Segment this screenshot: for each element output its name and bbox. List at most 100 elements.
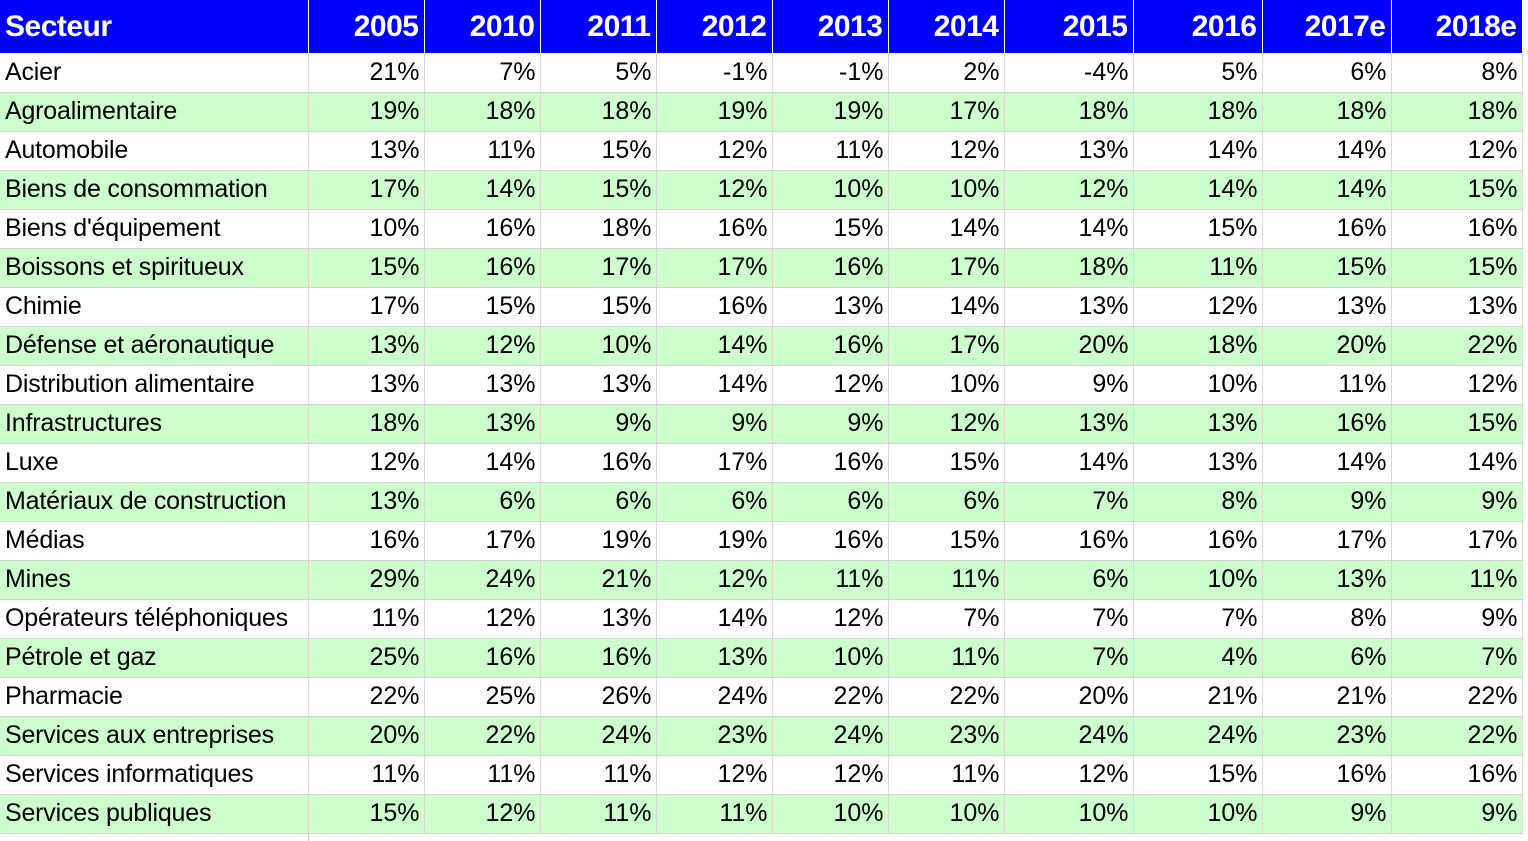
value-cell: 9% xyxy=(1004,365,1134,405)
sector-name-cell: Matériaux de construction xyxy=(0,482,309,522)
value-cell: 16% xyxy=(1262,404,1392,444)
value-cell: -1% xyxy=(656,53,773,93)
value-cell: 22% xyxy=(308,677,425,717)
value-cell: 11% xyxy=(1391,560,1523,600)
value-cell: 24% xyxy=(656,677,773,717)
value-cell: 20% xyxy=(308,716,425,756)
value-cell: 6% xyxy=(540,482,657,522)
value-cell: 12% xyxy=(656,560,773,600)
value-cell: 16% xyxy=(424,638,541,678)
value-cell: 11% xyxy=(888,560,1005,600)
value-cell: 16% xyxy=(1004,521,1134,561)
table-row: Défense et aéronautique 13% 12% 10% 14% 16% 17… xyxy=(0,326,1523,366)
value-cell: 17% xyxy=(1391,521,1523,561)
value-cell: 10% xyxy=(888,170,1005,210)
value-cell: 24% xyxy=(540,716,657,756)
value-cell: 11% xyxy=(308,599,425,639)
value-cell: 15% xyxy=(1133,209,1263,249)
value-cell: 14% xyxy=(1262,170,1392,210)
value-cell: 10% xyxy=(772,170,889,210)
value-cell: 7% xyxy=(1391,638,1523,678)
value-cell: 7% xyxy=(1133,599,1263,639)
value-cell: 16% xyxy=(772,248,889,288)
value-cell: 16% xyxy=(540,443,657,483)
value-cell: 11% xyxy=(540,755,657,795)
value-cell: 8% xyxy=(1391,53,1523,93)
sector-name-cell: Pharmacie xyxy=(0,677,309,717)
sector-name-cell: Automobile xyxy=(0,131,309,171)
value-cell: 15% xyxy=(308,794,425,834)
value-cell: 25% xyxy=(308,638,425,678)
value-cell: 14% xyxy=(1004,443,1134,483)
value-cell: 20% xyxy=(1262,326,1392,366)
sector-name-cell: Services aux entreprises xyxy=(0,716,309,756)
value-cell: 14% xyxy=(424,170,541,210)
value-cell: 15% xyxy=(1262,248,1392,288)
value-cell: 20% xyxy=(1004,677,1134,717)
table-row: Agroalimentaire 19% 18% 18% 19% 19% 17% 18% 18% 1… xyxy=(0,92,1523,132)
value-cell: 14% xyxy=(1004,209,1134,249)
value-cell: 13% xyxy=(1133,443,1263,483)
value-cell: 18% xyxy=(540,209,657,249)
table-row: Opérateurs téléphoniques 11% 12% 13% 14% 12% 7… xyxy=(0,599,1523,639)
value-cell: 14% xyxy=(656,326,773,366)
value-cell: 5% xyxy=(1133,53,1263,93)
value-cell: 15% xyxy=(1133,755,1263,795)
value-cell: 11% xyxy=(888,638,1005,678)
value-cell: 13% xyxy=(1391,287,1523,327)
value-cell: 6% xyxy=(1262,638,1392,678)
value-cell: 21% xyxy=(540,560,657,600)
header-year: 2014 xyxy=(888,0,1005,53)
value-cell: 19% xyxy=(656,92,773,132)
value-cell: 22% xyxy=(888,677,1005,717)
value-cell: 11% xyxy=(540,794,657,834)
value-cell: 18% xyxy=(308,404,425,444)
value-cell: 17% xyxy=(888,326,1005,366)
value-cell: 12% xyxy=(1133,287,1263,327)
value-cell: 15% xyxy=(540,170,657,210)
value-cell: 13% xyxy=(308,326,425,366)
header-year: 2013 xyxy=(772,0,889,53)
value-cell: 24% xyxy=(1004,716,1134,756)
sector-name-cell: Distribution alimentaire xyxy=(0,365,309,405)
value-cell: 6% xyxy=(424,482,541,522)
value-cell: 12% xyxy=(772,599,889,639)
value-cell: 13% xyxy=(1004,404,1134,444)
sector-name-cell: Biens de consommation xyxy=(0,170,309,210)
value-cell: 16% xyxy=(656,209,773,249)
value-cell: 15% xyxy=(888,443,1005,483)
value-cell: 12% xyxy=(656,170,773,210)
sector-name-cell: Luxe xyxy=(0,443,309,483)
value-cell: 10% xyxy=(772,638,889,678)
value-cell: 16% xyxy=(1133,521,1263,561)
table-row: Automobile 13% 11% 15% 12% 11% 12% 13% 14% 14% 12% xyxy=(0,131,1523,171)
value-cell: 12% xyxy=(1391,365,1523,405)
value-cell: -4% xyxy=(1004,53,1134,93)
value-cell: 13% xyxy=(1133,404,1263,444)
value-cell: 9% xyxy=(656,404,773,444)
value-cell: 18% xyxy=(1262,92,1392,132)
value-cell: 24% xyxy=(1133,716,1263,756)
value-cell: 22% xyxy=(424,716,541,756)
value-cell: 12% xyxy=(772,755,889,795)
value-cell: 14% xyxy=(656,365,773,405)
value-cell: 21% xyxy=(1133,677,1263,717)
value-cell: 23% xyxy=(1262,716,1392,756)
value-cell: 15% xyxy=(772,209,889,249)
value-cell: 13% xyxy=(308,482,425,522)
table-row: Boissons et spiritueux 15% 16% 17% 17% 16% 17%… xyxy=(0,248,1523,288)
value-cell: 17% xyxy=(888,92,1005,132)
header-sector: Secteur xyxy=(0,0,309,53)
value-cell: 2% xyxy=(888,53,1005,93)
value-cell: 12% xyxy=(656,131,773,171)
value-cell: 15% xyxy=(1391,248,1523,288)
value-cell: 16% xyxy=(772,326,889,366)
value-cell: 10% xyxy=(1133,365,1263,405)
value-cell: 15% xyxy=(1391,404,1523,444)
sector-name-cell: Opérateurs téléphoniques xyxy=(0,599,309,639)
table-row: Services aux entreprises 20% 22% 24% 23% 24% 2… xyxy=(0,716,1523,756)
value-cell: 14% xyxy=(1262,131,1392,171)
sector-name-cell: Agroalimentaire xyxy=(0,92,309,132)
sector-name-cell: Services publiques xyxy=(0,794,309,834)
